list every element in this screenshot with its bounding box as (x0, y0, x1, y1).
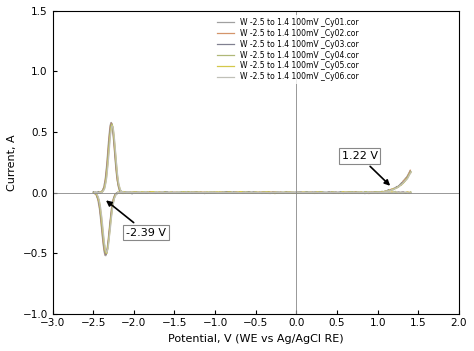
Line: W -2.5 to 1.4 100mV _Cy04.cor: W -2.5 to 1.4 100mV _Cy04.cor (94, 124, 411, 253)
W -2.5 to 1.4 100mV _Cy01.cor (388, 187, 394, 192)
W -2.5 to 1.4 100mV _Cy01.cor (103, 254, 109, 258)
W -2.5 to 1.4 100mV _Cy06.cor (389, 187, 395, 192)
W -2.5 to 1.4 100mV _Cy03.cor (109, 122, 115, 126)
W -2.5 to 1.4 100mV _Cy04.cor (402, 178, 408, 182)
W -2.5 to 1.4 100mV _Cy02.cor (408, 168, 413, 172)
W -2.5 to 1.4 100mV _Cy06.cor (104, 250, 109, 254)
W -2.5 to 1.4 100mV _Cy01.cor (407, 169, 413, 173)
W -2.5 to 1.4 100mV _Cy03.cor (103, 252, 109, 256)
W -2.5 to 1.4 100mV _Cy03.cor (389, 188, 394, 192)
W -2.5 to 1.4 100mV _Cy04.cor (255, 191, 261, 195)
W -2.5 to 1.4 100mV _Cy02.cor (388, 187, 394, 191)
Legend: W -2.5 to 1.4 100mV _Cy01.cor, W -2.5 to 1.4 100mV _Cy02.cor, W -2.5 to 1.4 100m: W -2.5 to 1.4 100mV _Cy01.cor, W -2.5 to… (214, 15, 362, 85)
Line: W -2.5 to 1.4 100mV _Cy05.cor: W -2.5 to 1.4 100mV _Cy05.cor (94, 125, 411, 253)
W -2.5 to 1.4 100mV _Cy06.cor (109, 124, 115, 128)
W -2.5 to 1.4 100mV _Cy04.cor (109, 122, 115, 126)
Line: W -2.5 to 1.4 100mV _Cy01.cor: W -2.5 to 1.4 100mV _Cy01.cor (93, 122, 410, 256)
W -2.5 to 1.4 100mV _Cy02.cor (255, 190, 261, 194)
W -2.5 to 1.4 100mV _Cy06.cor (409, 170, 414, 174)
Line: W -2.5 to 1.4 100mV _Cy02.cor: W -2.5 to 1.4 100mV _Cy02.cor (93, 123, 410, 255)
W -2.5 to 1.4 100mV _Cy06.cor (256, 191, 262, 195)
W -2.5 to 1.4 100mV _Cy06.cor (106, 158, 111, 162)
W -2.5 to 1.4 100mV _Cy06.cor (181, 191, 187, 195)
W -2.5 to 1.4 100mV _Cy02.cor (109, 121, 114, 125)
W -2.5 to 1.4 100mV _Cy03.cor (310, 190, 315, 194)
Text: -2.39 V: -2.39 V (108, 201, 166, 238)
W -2.5 to 1.4 100mV _Cy06.cor (310, 190, 316, 194)
W -2.5 to 1.4 100mV _Cy03.cor (402, 179, 408, 183)
W -2.5 to 1.4 100mV _Cy03.cor (105, 157, 110, 161)
W -2.5 to 1.4 100mV _Cy04.cor (310, 191, 316, 195)
W -2.5 to 1.4 100mV _Cy02.cor (105, 156, 110, 160)
W -2.5 to 1.4 100mV _Cy02.cor (402, 178, 408, 182)
W -2.5 to 1.4 100mV _Cy01.cor (401, 178, 407, 182)
W -2.5 to 1.4 100mV _Cy01.cor (109, 120, 114, 125)
W -2.5 to 1.4 100mV _Cy04.cor (408, 169, 414, 173)
W -2.5 to 1.4 100mV _Cy05.cor (104, 251, 109, 255)
W -2.5 to 1.4 100mV _Cy03.cor (255, 191, 261, 195)
W -2.5 to 1.4 100mV _Cy06.cor (403, 178, 409, 182)
W -2.5 to 1.4 100mV _Cy02.cor (103, 253, 109, 257)
W -2.5 to 1.4 100mV _Cy05.cor (408, 170, 414, 174)
W -2.5 to 1.4 100mV _Cy02.cor (180, 191, 186, 195)
W -2.5 to 1.4 100mV _Cy04.cor (181, 190, 186, 194)
W -2.5 to 1.4 100mV _Cy01.cor (104, 156, 110, 160)
W -2.5 to 1.4 100mV _Cy05.cor (105, 157, 111, 161)
X-axis label: Potential, V (WE vs Ag/AgCl RE): Potential, V (WE vs Ag/AgCl RE) (168, 334, 344, 344)
W -2.5 to 1.4 100mV _Cy05.cor (181, 191, 187, 195)
W -2.5 to 1.4 100mV _Cy01.cor (255, 191, 260, 195)
W -2.5 to 1.4 100mV _Cy04.cor (104, 251, 109, 256)
W -2.5 to 1.4 100mV _Cy03.cor (181, 191, 186, 195)
Line: W -2.5 to 1.4 100mV _Cy06.cor: W -2.5 to 1.4 100mV _Cy06.cor (94, 126, 411, 252)
W -2.5 to 1.4 100mV _Cy04.cor (105, 157, 111, 161)
W -2.5 to 1.4 100mV _Cy01.cor (309, 190, 315, 194)
W -2.5 to 1.4 100mV _Cy04.cor (408, 190, 414, 194)
W -2.5 to 1.4 100mV _Cy05.cor (310, 191, 316, 195)
W -2.5 to 1.4 100mV _Cy03.cor (408, 169, 413, 173)
W -2.5 to 1.4 100mV _Cy02.cor (310, 190, 315, 194)
Y-axis label: Current, A: Current, A (7, 134, 17, 191)
Text: 1.22 V: 1.22 V (342, 151, 389, 185)
W -2.5 to 1.4 100mV _Cy01.cor (180, 191, 186, 195)
W -2.5 to 1.4 100mV _Cy06.cor (409, 191, 414, 195)
W -2.5 to 1.4 100mV _Cy02.cor (408, 190, 413, 194)
W -2.5 to 1.4 100mV _Cy04.cor (389, 188, 394, 192)
W -2.5 to 1.4 100mV _Cy01.cor (407, 190, 413, 194)
Line: W -2.5 to 1.4 100mV _Cy03.cor: W -2.5 to 1.4 100mV _Cy03.cor (94, 124, 410, 254)
W -2.5 to 1.4 100mV _Cy05.cor (389, 187, 395, 192)
W -2.5 to 1.4 100mV _Cy05.cor (408, 191, 414, 195)
W -2.5 to 1.4 100mV _Cy03.cor (408, 190, 413, 194)
W -2.5 to 1.4 100mV _Cy05.cor (402, 179, 408, 183)
W -2.5 to 1.4 100mV _Cy05.cor (255, 190, 261, 194)
W -2.5 to 1.4 100mV _Cy05.cor (109, 123, 115, 127)
